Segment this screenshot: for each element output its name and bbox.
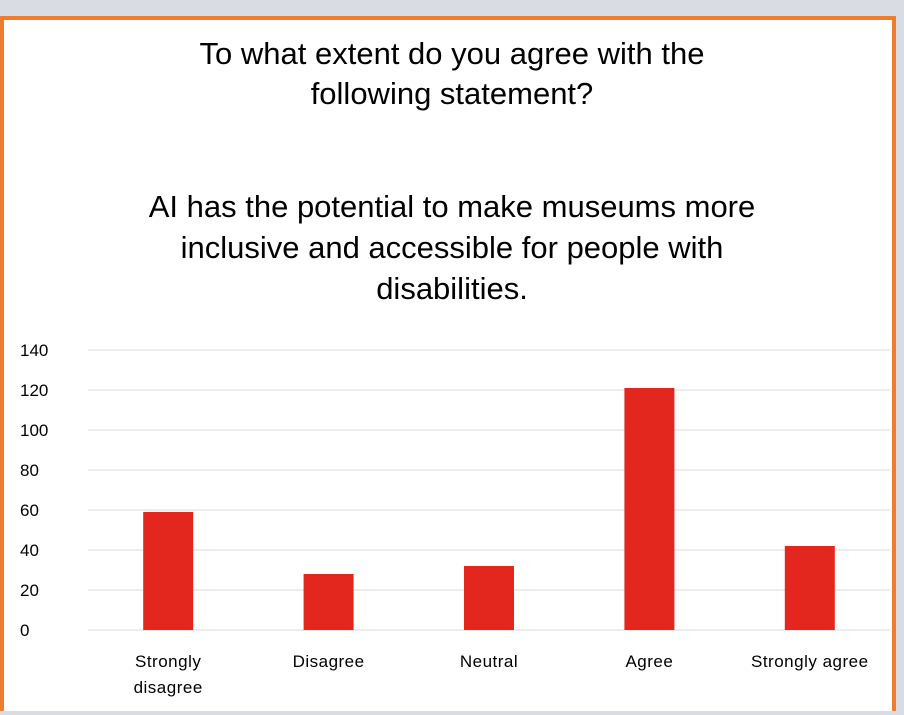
chart-statement-line: AI has the potential to make museums mor… <box>148 189 756 224</box>
y-tick-label: 40 <box>20 541 39 560</box>
y-tick-label: 20 <box>20 581 39 600</box>
x-tick-label: Disagree <box>293 652 365 671</box>
y-tick-label: 80 <box>20 461 39 480</box>
chart-title-line: To what extent do you agree with the <box>199 36 705 71</box>
bar <box>303 574 354 630</box>
chart-frame: To what extent do you agree with the fol… <box>0 16 896 711</box>
bar <box>143 512 194 630</box>
chart-statement: AI has the potential to make museums mor… <box>4 186 900 309</box>
bar <box>784 546 835 630</box>
bar <box>624 388 675 630</box>
y-tick-label: 100 <box>20 421 48 440</box>
y-tick-label: 0 <box>20 621 29 640</box>
chart-statement-line: disabilities. <box>376 271 528 306</box>
y-tick-label: 120 <box>20 381 48 400</box>
chart-statement-line: inclusive and accessible for people with <box>180 230 724 265</box>
x-tick-label: disagree <box>134 678 203 697</box>
y-tick-label: 60 <box>20 501 39 520</box>
x-tick-label: Neutral <box>460 652 518 671</box>
chart-title-line: following statement? <box>310 76 594 111</box>
bar <box>464 566 514 630</box>
x-tick-label: Strongly <box>135 652 201 671</box>
y-tick-label: 140 <box>20 341 48 360</box>
x-tick-label: Strongly agree <box>751 652 869 671</box>
x-tick-label: Agree <box>625 652 673 671</box>
bar-chart: 0 20 40 60 80 100 120 140 Strongly disagree Disagr… <box>20 341 890 697</box>
chart-title: To what extent do you agree with the fol… <box>4 34 900 114</box>
